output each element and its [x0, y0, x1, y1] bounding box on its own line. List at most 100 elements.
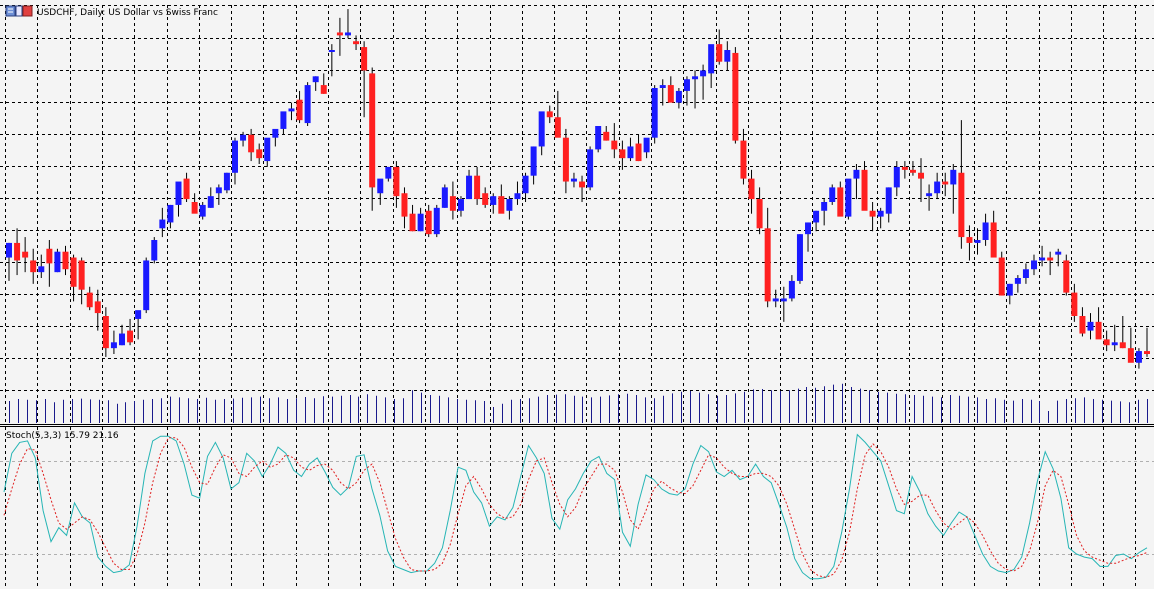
candle[interactable] [280, 111, 287, 135]
candle[interactable] [127, 318, 134, 346]
candle[interactable] [659, 79, 666, 106]
candle[interactable] [38, 254, 45, 278]
candle[interactable] [223, 172, 230, 194]
candle[interactable] [1063, 254, 1070, 296]
candle[interactable] [207, 187, 214, 208]
candle[interactable] [926, 184, 933, 211]
candle[interactable] [175, 181, 182, 217]
candle[interactable] [167, 204, 174, 229]
candle[interactable] [70, 254, 77, 302]
candle[interactable] [813, 210, 820, 232]
candle[interactable] [353, 35, 360, 50]
candle[interactable] [587, 146, 594, 191]
candle[interactable] [466, 169, 473, 200]
stoch-main-line[interactable] [3, 433, 1148, 580]
candle[interactable] [264, 137, 271, 167]
candle[interactable] [788, 275, 795, 302]
candle[interactable] [530, 146, 537, 185]
candle[interactable] [651, 85, 658, 144]
candle[interactable] [256, 143, 263, 164]
candle[interactable] [1039, 245, 1046, 267]
candle[interactable] [764, 207, 771, 308]
candle[interactable] [1022, 263, 1029, 284]
candle[interactable] [554, 90, 561, 138]
chart-window-icon[interactable] [5, 5, 33, 17]
candle[interactable] [603, 126, 610, 141]
candle[interactable] [94, 289, 101, 331]
candle[interactable] [1111, 324, 1118, 352]
candle[interactable] [199, 202, 206, 220]
candle[interactable] [328, 44, 335, 77]
candle[interactable] [805, 222, 812, 252]
candle[interactable] [732, 47, 739, 144]
stochastic-indicator[interactable] [0, 433, 1154, 580]
candle[interactable] [546, 105, 553, 124]
candle[interactable] [619, 140, 626, 170]
candle[interactable] [1031, 254, 1038, 276]
candle[interactable] [1047, 251, 1054, 276]
candle[interactable] [901, 161, 908, 179]
candle[interactable] [796, 234, 803, 284]
candle[interactable] [837, 181, 844, 217]
candle[interactable] [110, 330, 117, 354]
candle[interactable] [54, 248, 61, 273]
candle[interactable] [627, 137, 634, 162]
candle[interactable] [756, 187, 763, 235]
candle[interactable] [159, 207, 166, 238]
candle[interactable] [683, 76, 690, 106]
candle[interactable] [425, 204, 432, 238]
candle[interactable] [151, 237, 158, 264]
candle[interactable] [829, 184, 836, 205]
candle[interactable] [748, 169, 755, 214]
candle[interactable] [934, 172, 941, 200]
candle[interactable] [861, 161, 868, 211]
candle[interactable] [191, 193, 198, 214]
candle[interactable] [143, 257, 150, 314]
candle[interactable] [1144, 327, 1150, 357]
candle[interactable] [1006, 283, 1013, 305]
candle[interactable] [1079, 307, 1086, 337]
candle[interactable] [885, 187, 892, 223]
candle[interactable] [248, 128, 255, 162]
candle[interactable] [320, 73, 327, 94]
candle[interactable] [522, 172, 529, 202]
candle[interactable] [14, 228, 21, 276]
candle[interactable] [369, 67, 376, 211]
candle[interactable] [231, 137, 238, 185]
candle[interactable] [1103, 330, 1110, 352]
candle[interactable] [457, 196, 464, 217]
candle[interactable] [893, 161, 900, 197]
candle[interactable] [740, 128, 747, 185]
candle[interactable] [22, 237, 29, 273]
candle[interactable] [966, 225, 973, 261]
candle[interactable] [240, 131, 247, 147]
candle[interactable] [514, 181, 521, 205]
stoch-signal-line[interactable] [3, 437, 1148, 578]
candle[interactable] [401, 187, 408, 229]
candle[interactable] [570, 172, 577, 188]
candle[interactable] [1135, 348, 1142, 369]
candle[interactable] [304, 82, 311, 126]
candle[interactable] [417, 207, 424, 232]
candle[interactable] [1095, 307, 1102, 340]
candle[interactable] [336, 17, 343, 56]
candle[interactable] [215, 184, 222, 205]
candle[interactable] [296, 90, 303, 124]
candlestick-series[interactable] [6, 9, 1150, 369]
candle[interactable] [958, 120, 965, 249]
candle[interactable] [78, 257, 85, 305]
candle[interactable] [498, 184, 505, 214]
candle[interactable] [135, 310, 142, 340]
candle[interactable] [611, 123, 618, 159]
candle[interactable] [1055, 248, 1062, 267]
candle[interactable] [377, 178, 384, 205]
candle[interactable] [482, 187, 489, 208]
candle[interactable] [942, 172, 949, 197]
candle[interactable] [344, 9, 351, 39]
candle[interactable] [312, 76, 319, 91]
candle[interactable] [869, 202, 876, 232]
candle[interactable] [409, 204, 416, 232]
candle[interactable] [692, 70, 699, 109]
candle[interactable] [538, 111, 545, 156]
